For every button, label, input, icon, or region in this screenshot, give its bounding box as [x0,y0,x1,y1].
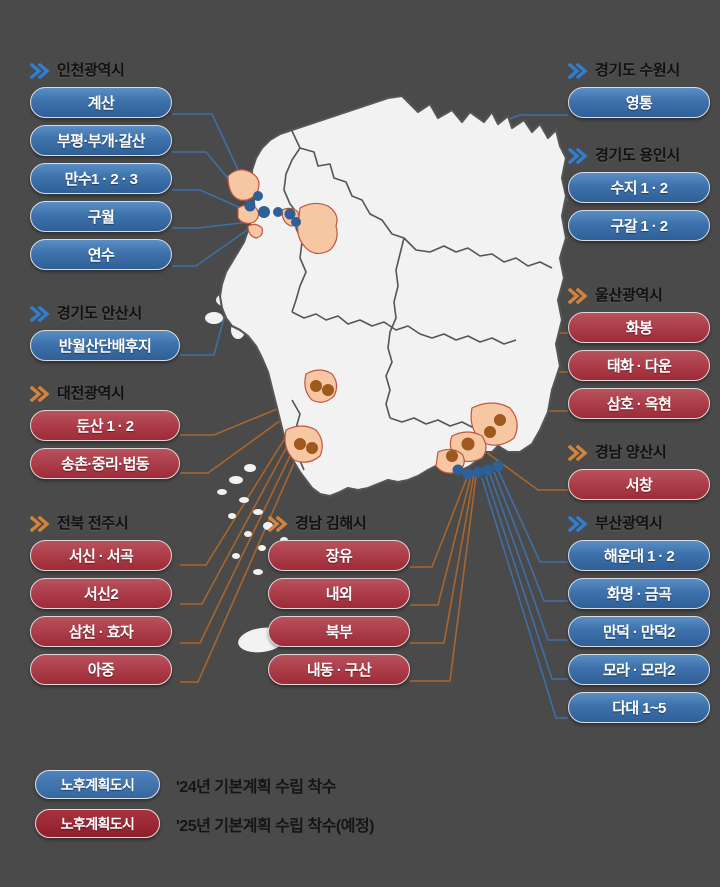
district-pill[interactable]: 태화 · 다운 [568,350,710,381]
group-daejeon: 대전광역시 둔산 1 · 2 송촌·중리·법동 [30,383,180,486]
district-pill[interactable]: 계산 [30,87,172,118]
group-header-jeonju: 전북 전주시 [30,513,172,535]
legend-label-2025: '25년 기본계획 수립 착수(예정) [176,817,375,835]
district-pill[interactable]: 화명 · 금곡 [568,578,710,609]
group-header-ansan: 경기도 안산시 [30,303,180,325]
district-pill[interactable]: 장유 [268,540,410,571]
group-yongin: 경기도 용인시 수지 1 · 2 구갈 1 · 2 [568,145,710,248]
district-pill[interactable]: 만덕 · 만덕2 [568,616,710,647]
group-title: 경기도 수원시 [595,62,680,79]
district-pill[interactable]: 연수 [30,239,172,270]
group-title: 울산광역시 [595,287,663,304]
double-chevron-right-icon [30,516,50,532]
group-suwon: 경기도 수원시 영통 [568,60,710,125]
group-title: 전북 전주시 [57,515,129,532]
district-pill[interactable]: 삼호 · 옥현 [568,388,710,419]
district-pill[interactable]: 만수1 · 2 · 3 [30,163,172,194]
group-header-busan: 부산광역시 [568,513,710,535]
district-pill[interactable]: 송촌·중리·법동 [30,448,180,479]
group-header-ulsan: 울산광역시 [568,285,710,307]
group-ansan: 경기도 안산시 반월산단배후지 [30,303,180,368]
group-header-incheon: 인천광역시 [30,60,172,82]
group-gimhae: 경남 김해시 장유 내외 북부 내동 · 구산 [268,513,410,692]
group-incheon: 인천광역시 계산 부평·부개·갈산 만수1 · 2 · 3 구월 연수 [30,60,172,277]
group-title: 인천광역시 [57,62,125,79]
group-busan: 부산광역시 해운대 1 · 2 화명 · 금곡 만덕 · 만덕2 모라 · 모라… [568,513,710,730]
group-header-suwon: 경기도 수원시 [568,60,710,82]
legend: 노후계획도시 '24년 기본계획 수립 착수 노후계획도시 '25년 기본계획 … [35,770,375,848]
double-chevron-right-icon [568,516,588,532]
group-ulsan: 울산광역시 화봉 태화 · 다운 삼호 · 옥현 [568,285,710,426]
highlighted-districts [227,169,518,480]
district-pill[interactable]: 내동 · 구산 [268,654,410,685]
legend-label-2024: '24년 기본계획 수립 착수 [176,778,336,796]
group-title: 부산광역시 [595,515,663,532]
district-pill[interactable]: 모라 · 모라2 [568,654,710,685]
district-pill[interactable]: 해운대 1 · 2 [568,540,710,571]
group-yangsan: 경남 양산시 서창 [568,442,710,507]
district-pill[interactable]: 서신 · 서곡 [30,540,172,571]
double-chevron-right-icon [568,445,588,461]
group-header-yangsan: 경남 양산시 [568,442,710,464]
district-pill[interactable]: 영통 [568,87,710,118]
district-pill[interactable]: 내외 [268,578,410,609]
map-landmass [205,94,568,653]
district-pill[interactable]: 반월산단배후지 [30,330,180,361]
group-title: 경기도 안산시 [57,305,142,322]
double-chevron-right-icon [568,288,588,304]
double-chevron-right-icon [30,63,50,79]
group-title: 경남 김해시 [295,515,367,532]
district-pill[interactable]: 서신2 [30,578,172,609]
district-pill[interactable]: 아중 [30,654,172,685]
double-chevron-right-icon [30,386,50,402]
district-pill[interactable]: 부평·부개·갈산 [30,125,172,156]
group-title: 대전광역시 [57,385,125,402]
district-pill[interactable]: 서창 [568,469,710,500]
double-chevron-right-icon [568,148,588,164]
district-pill[interactable]: 다대 1~5 [568,692,710,723]
group-title: 경남 양산시 [595,444,667,461]
district-pill[interactable]: 북부 [268,616,410,647]
district-pill[interactable]: 화봉 [568,312,710,343]
group-jeonju: 전북 전주시 서신 · 서곡 서신2 삼천 · 효자 아중 [30,513,172,692]
district-pill[interactable]: 구월 [30,201,172,232]
group-title: 경기도 용인시 [595,147,680,164]
district-pill[interactable]: 수지 1 · 2 [568,172,710,203]
double-chevron-right-icon [568,63,588,79]
double-chevron-right-icon [268,516,288,532]
legend-row: 노후계획도시 '24년 기본계획 수립 착수 [35,770,374,799]
district-pill[interactable]: 구갈 1 · 2 [568,210,710,241]
district-pill[interactable]: 둔산 1 · 2 [30,410,180,441]
legend-swatch-2024: 노후계획도시 [35,770,160,799]
district-pill[interactable]: 삼천 · 효자 [30,616,172,647]
legend-swatch-2025: 노후계획도시 [35,809,160,838]
legend-row: 노후계획도시 '25년 기본계획 수립 착수(예정) [35,809,375,838]
double-chevron-right-icon [30,306,50,322]
group-header-yongin: 경기도 용인시 [568,145,710,167]
leader-lines-blue [172,113,568,719]
group-header-gimhae: 경남 김해시 [268,513,410,535]
group-header-daejeon: 대전광역시 [30,383,180,405]
